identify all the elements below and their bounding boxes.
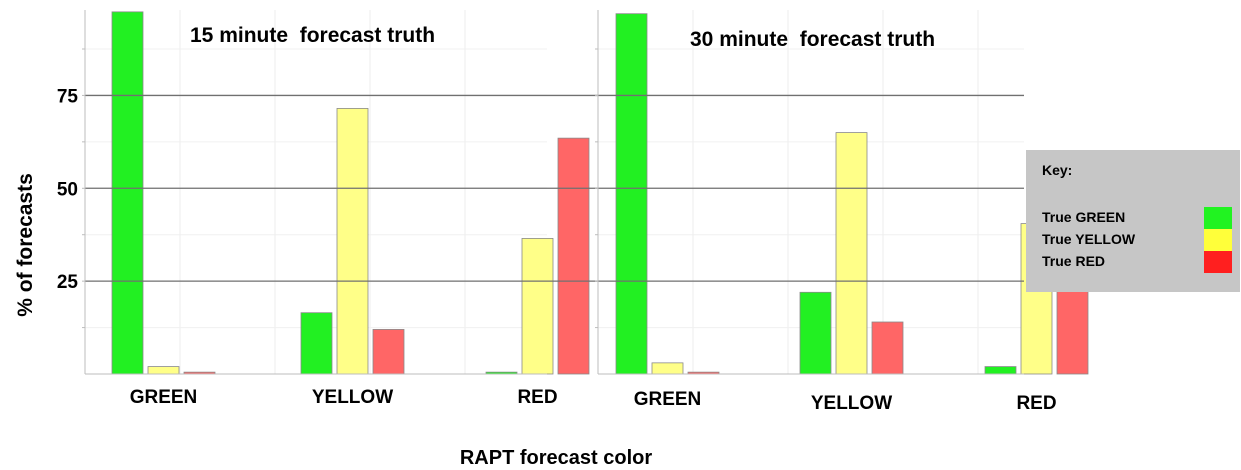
bars-layer <box>111 11 1089 375</box>
bar-yellow-true-green <box>799 291 832 375</box>
y-axis-label: % of forecasts <box>14 173 37 317</box>
bar-yellow-true-yellow <box>835 132 868 375</box>
bar-red-true-red <box>557 137 590 375</box>
legend-label: True GREEN <box>1042 209 1126 225</box>
x-axis-label: RAPT forecast color <box>460 447 652 469</box>
legend-entry-true-green: True GREEN <box>1042 207 1232 229</box>
x-tick-labels: GREEN YELLOW RED GREEN YELLOW RED <box>130 387 1057 414</box>
bar-yellow-true-green <box>300 312 333 375</box>
legend-title: Key: <box>1042 162 1073 178</box>
panel-title-30-minute: 30 minute forecast truth <box>690 28 935 51</box>
bar-red-true-green <box>984 366 1017 375</box>
bar-green-true-yellow <box>651 362 684 375</box>
legend-label: True YELLOW <box>1042 231 1136 247</box>
panel-title-15-minute: 15 minute forecast truth <box>190 24 435 47</box>
x-tick-label-red: RED <box>517 387 557 408</box>
bar-green-true-green <box>615 13 648 375</box>
x-tick-label-green: GREEN <box>634 389 702 410</box>
y-tick-label-75: 75 <box>57 86 79 107</box>
legend-entry-true-yellow: True YELLOW <box>1042 229 1232 251</box>
x-tick-label-red: RED <box>1016 393 1056 414</box>
grid-layer <box>85 10 1024 374</box>
bar-yellow-true-yellow <box>336 108 369 375</box>
axis-layer <box>82 10 1024 375</box>
legend-panel: Key: True GREEN True YELLOW True RED <box>1026 150 1240 292</box>
reference-lines <box>85 94 1024 282</box>
x-tick-label-yellow: YELLOW <box>312 387 393 408</box>
bar-red-true-yellow <box>521 238 554 375</box>
y-tick-label-50: 50 <box>57 179 78 200</box>
legend-swatch-green <box>1204 207 1232 229</box>
y-tick-label-25: 25 <box>57 272 79 293</box>
y-tick-labels: 25 50 75 <box>57 86 79 293</box>
x-tick-label-green: GREEN <box>130 387 198 408</box>
bar-yellow-true-red <box>372 329 405 375</box>
legend-label: True RED <box>1042 253 1106 269</box>
bar-green-true-yellow <box>147 366 180 375</box>
legend-entry-true-red: True RED <box>1042 251 1232 273</box>
legend-swatch-yellow <box>1204 229 1232 251</box>
bar-yellow-true-red <box>871 321 904 375</box>
bar-green-true-green <box>111 11 144 375</box>
x-tick-label-yellow: YELLOW <box>811 393 892 414</box>
legend-swatch-red <box>1204 251 1232 273</box>
